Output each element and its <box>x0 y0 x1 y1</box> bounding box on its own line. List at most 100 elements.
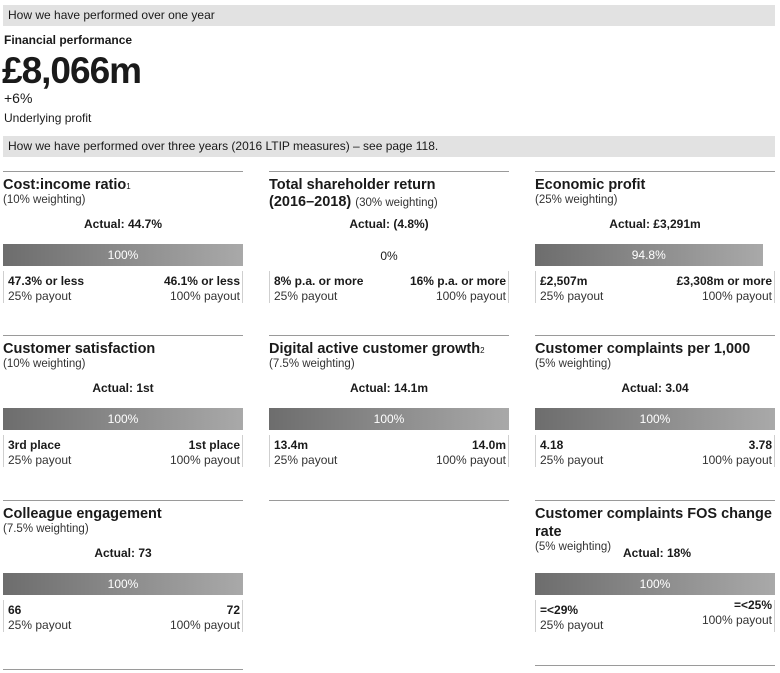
panel-colleague-engagement: Colleague engagement (7.5% weighting) Ac… <box>3 500 243 632</box>
threshold-high-value: 16% p.a. or more <box>409 274 506 288</box>
panel-divider <box>535 335 775 336</box>
threshold-low-payout: 25% payout <box>540 289 604 303</box>
panel-weighting: (7.5% weighting) <box>3 523 89 535</box>
payout-bar: 94.8% <box>535 244 775 266</box>
threshold-line-low <box>535 435 536 467</box>
panel-divider <box>3 171 243 172</box>
payout-bar: 100% <box>3 408 243 430</box>
panel-weighting: (10% weighting) <box>3 194 86 206</box>
payout-bar-fill: 94.8% <box>535 244 763 266</box>
panel-weighting: (10% weighting) <box>3 358 86 370</box>
underlying-profit-label: Underlying profit <box>4 111 92 125</box>
panel-divider <box>3 335 243 336</box>
threshold-line-low <box>535 600 536 632</box>
threshold-low-payout: 25% payout <box>540 453 604 467</box>
panel-customer-complaints-per-1000: Customer complaints per 1,000 (5% weight… <box>535 335 775 467</box>
financial-performance-title: Financial performance <box>4 33 133 47</box>
payout-bar-fill: 100% <box>269 408 509 430</box>
threshold-low-payout: 25% payout <box>274 453 338 467</box>
panel-actual: Actual: 73 <box>94 546 152 560</box>
panel-digital-active-customer-growth: Digital active customer growth2 (7.5% we… <box>269 335 509 467</box>
threshold-line-low <box>3 271 4 303</box>
threshold-high-payout: 100% payout <box>701 613 772 627</box>
panel-divider <box>269 335 509 336</box>
panel-title-text: Cost:income ratio <box>3 177 127 193</box>
threshold-line-high <box>508 435 509 467</box>
panel-title-line2: (2016–2018) (30% weighting) <box>269 194 438 212</box>
payout-bar-fill: 100% <box>535 408 775 430</box>
threshold-line-low <box>3 600 4 632</box>
threshold-high-payout: 100% payout <box>701 453 772 467</box>
threshold-low-value: 8% p.a. or more <box>274 274 364 288</box>
threshold-high-value: £3,308m or more <box>676 274 772 288</box>
threshold-line-high <box>242 271 243 303</box>
threshold-low-value: 47.3% or less <box>8 274 85 288</box>
threshold-low-payout: 25% payout <box>8 618 72 632</box>
panel-weighting: (5% weighting) <box>535 541 612 553</box>
payout-bar: 100% <box>535 573 775 595</box>
threshold-high-payout: 100% payout <box>701 289 772 303</box>
threshold-high-value: 1st place <box>188 438 240 452</box>
panel-title-line2: rate <box>535 524 562 540</box>
payout-bar: 100% <box>535 408 775 430</box>
bottom-divider-left <box>3 669 243 670</box>
panel-divider <box>535 171 775 172</box>
panel-title: Customer complaints FOS change <box>535 506 772 522</box>
panel-actual: Actual: (4.8%) <box>349 217 429 231</box>
payout-bar-label: 0% <box>380 249 398 263</box>
threshold-line-high <box>242 435 243 467</box>
empty-panel-divider <box>269 500 509 501</box>
threshold-low-payout: 25% payout <box>274 289 338 303</box>
payout-bar-fill: 100% <box>535 573 775 595</box>
panel-weighting: (5% weighting) <box>535 358 612 370</box>
threshold-high-payout: 100% payout <box>169 453 240 467</box>
payout-bar-fill: 100% <box>3 408 243 430</box>
threshold-high-payout: 100% payout <box>169 289 240 303</box>
threshold-low-payout: 25% payout <box>540 618 604 632</box>
threshold-low-value: 66 <box>8 603 22 617</box>
panel-title: Economic profit <box>535 177 646 193</box>
panel-weighting: (30% weighting) <box>355 197 438 209</box>
threshold-high-payout: 100% payout <box>435 289 506 303</box>
panel-total-shareholder-return: Total shareholder return (2016–2018) (30… <box>269 171 509 303</box>
threshold-high-payout: 100% payout <box>435 453 506 467</box>
section-header-one-year: How we have performed over one year <box>3 5 775 26</box>
panel-title: Digital active customer growth2 <box>269 341 485 358</box>
payout-bar-fill: 100% <box>3 573 243 595</box>
panel-divider <box>269 171 509 172</box>
panel-title-text: (2016–2018) <box>269 194 352 210</box>
threshold-high-payout: 100% payout <box>169 618 240 632</box>
section-header-three-years: How we have performed over three years (… <box>3 136 775 157</box>
panel-cost-income-ratio: Cost:income ratio1 (10% weighting) Actua… <box>3 171 243 303</box>
threshold-line-low <box>535 271 536 303</box>
panel-actual: Actual: £3,291m <box>609 217 701 231</box>
threshold-low-value: £2,507m <box>540 274 588 288</box>
threshold-high-value: 72 <box>226 603 240 617</box>
footnote-marker: 1 <box>126 182 131 191</box>
panel-weighting: (25% weighting) <box>535 194 618 206</box>
payout-bar-fill: 100% <box>3 244 243 266</box>
payout-bar: 100% <box>269 408 509 430</box>
threshold-line-high <box>774 600 775 632</box>
panel-weighting: (7.5% weighting) <box>269 358 355 370</box>
threshold-line-high <box>774 435 775 467</box>
threshold-low-payout: 25% payout <box>8 289 72 303</box>
panel-title: Customer complaints per 1,000 <box>535 341 751 357</box>
threshold-line-high <box>774 271 775 303</box>
panel-fos-change-rate: Customer complaints FOS change rate (5% … <box>535 500 775 632</box>
threshold-high-value: =<25% <box>733 598 772 612</box>
panel-actual: Actual: 18% <box>623 546 692 560</box>
panel-title: Total shareholder return <box>269 177 436 193</box>
underlying-profit-change: +6% <box>4 90 33 106</box>
panel-title-text: Digital active customer growth <box>269 341 481 357</box>
threshold-low-value: 13.4m <box>274 438 309 452</box>
panel-customer-satisfaction: Customer satisfaction (10% weighting) Ac… <box>3 335 243 467</box>
panel-actual: Actual: 1st <box>92 381 154 395</box>
panel-title: Cost:income ratio1 <box>3 177 131 194</box>
threshold-line-high <box>242 600 243 632</box>
bottom-divider-right <box>535 665 775 666</box>
threshold-high-value: 14.0m <box>471 438 506 452</box>
panel-actual: Actual: 3.04 <box>621 381 689 395</box>
underlying-profit-value: £8,066m <box>2 50 142 91</box>
threshold-line-low <box>269 271 270 303</box>
